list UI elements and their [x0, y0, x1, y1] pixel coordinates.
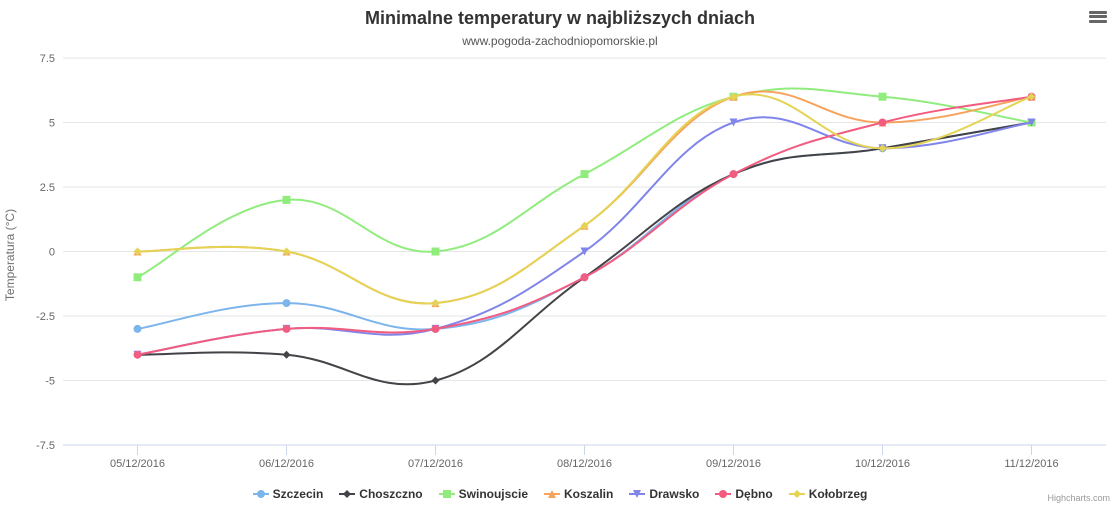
svg-text:08/12/2016: 08/12/2016 — [557, 458, 612, 470]
legend-item-drawsko[interactable]: Drawsko — [629, 487, 699, 501]
legend-marker-icon — [339, 488, 355, 500]
svg-text:09/12/2016: 09/12/2016 — [706, 458, 761, 470]
legend-marker-icon — [715, 488, 731, 500]
svg-text:7.5: 7.5 — [40, 53, 55, 65]
chart-legend: Szczecin Choszczno Swinoujscie Koszalin Draw… — [0, 487, 1120, 503]
legend-label: Koszalin — [564, 487, 613, 501]
chart-plot: -7.5 -5 -2.5 0 2.5 5 7.5 05/12/2016 06/12/2016 07… — [0, 0, 1120, 509]
legend-label: Dębno — [735, 487, 772, 501]
legend-marker-icon — [439, 488, 455, 500]
legend-item-szczecin[interactable]: Szczecin — [253, 487, 324, 501]
legend-label: Kołobrzeg — [809, 487, 868, 501]
series-line-koszalin — [138, 91, 1032, 303]
legend-label: Szczecin — [273, 487, 324, 501]
legend-item-choszczno[interactable]: Choszczno — [339, 487, 422, 501]
svg-text:10/12/2016: 10/12/2016 — [855, 458, 910, 470]
legend-item-kołobrzeg[interactable]: Kołobrzeg — [789, 487, 868, 501]
svg-text:5: 5 — [49, 118, 55, 130]
svg-text:06/12/2016: 06/12/2016 — [259, 458, 314, 470]
legend-label: Choszczno — [359, 487, 422, 501]
series-line-kołobrzeg — [138, 94, 1032, 303]
legend-marker-icon — [629, 488, 645, 500]
chart-container: Minimalne temperatury w najbliższych dni… — [0, 0, 1120, 509]
svg-text:11/12/2016: 11/12/2016 — [1004, 458, 1058, 470]
legend-item-koszalin[interactable]: Koszalin — [544, 487, 613, 501]
chart-credits[interactable]: Highcharts.com — [1047, 493, 1110, 503]
svg-text:2.5: 2.5 — [40, 182, 55, 194]
svg-text:0: 0 — [49, 247, 55, 259]
svg-text:-2.5: -2.5 — [36, 311, 55, 323]
legend-item-swinoujscie[interactable]: Swinoujscie — [439, 487, 528, 501]
legend-marker-icon — [253, 488, 269, 500]
legend-marker-icon — [789, 488, 805, 500]
legend-label: Swinoujscie — [459, 487, 528, 501]
legend-marker-icon — [544, 488, 560, 500]
legend-label: Drawsko — [649, 487, 699, 501]
svg-text:-5: -5 — [45, 376, 55, 388]
svg-text:05/12/2016: 05/12/2016 — [110, 458, 165, 470]
svg-text:-7.5: -7.5 — [36, 440, 55, 452]
series-line-drawsko — [138, 117, 1032, 354]
svg-text:07/12/2016: 07/12/2016 — [408, 458, 463, 470]
legend-item-dębno[interactable]: Dębno — [715, 487, 772, 501]
